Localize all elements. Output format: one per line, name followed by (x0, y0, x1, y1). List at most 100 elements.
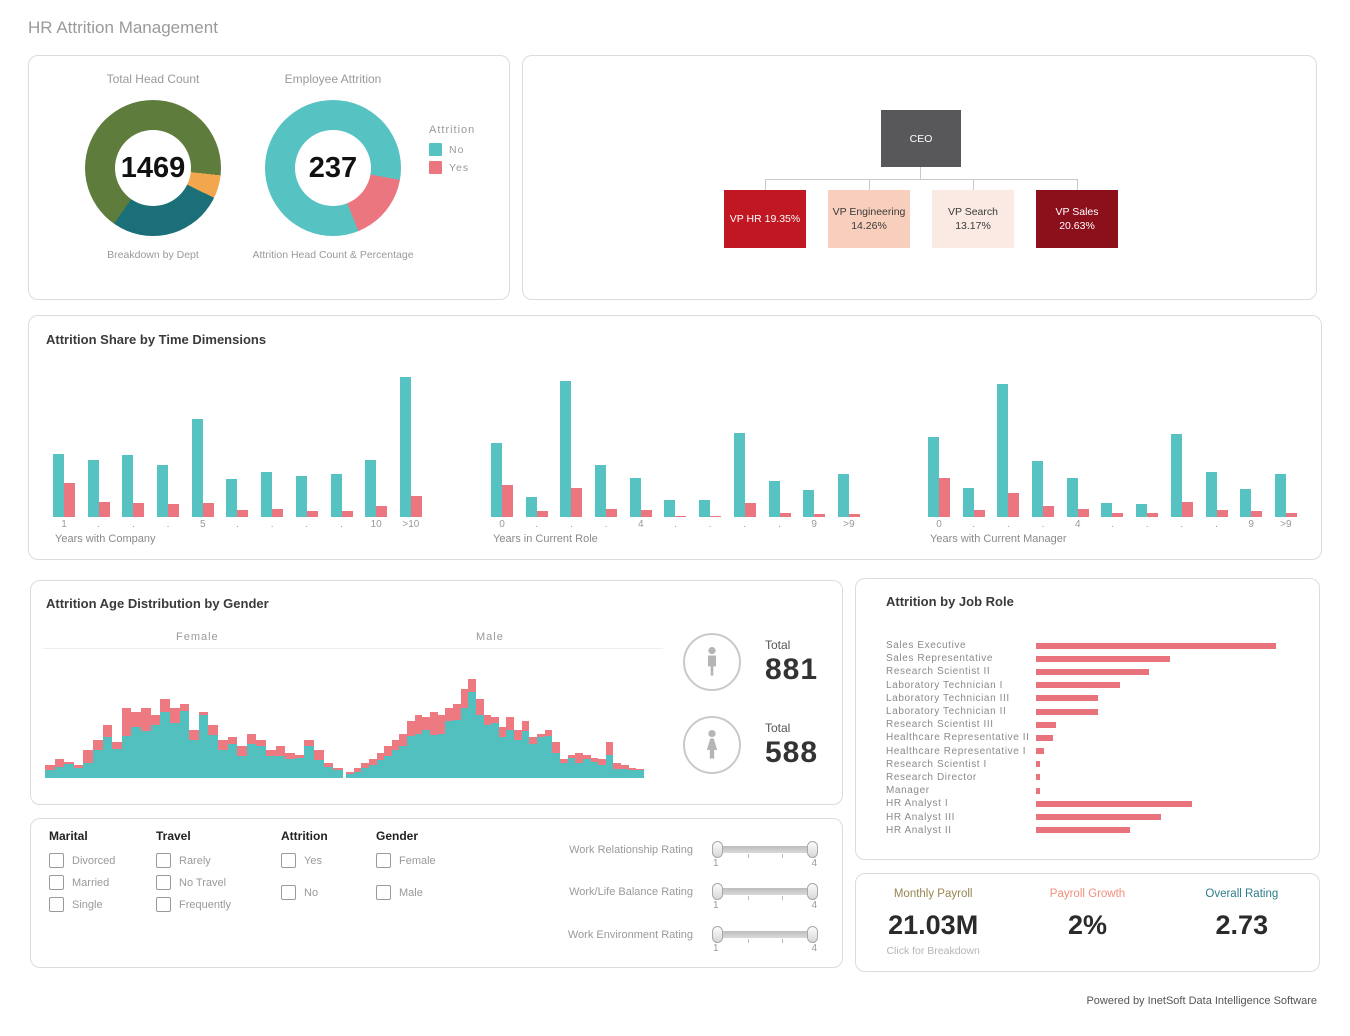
histogram-stay-segment[interactable] (552, 752, 560, 778)
histogram-bar[interactable] (376, 651, 385, 778)
histogram-attrition-segment[interactable] (227, 737, 238, 744)
histogram-attrition-segment[interactable] (54, 758, 65, 767)
bar-yes[interactable] (376, 505, 388, 517)
slider-track[interactable] (715, 888, 815, 895)
bar-pair[interactable] (1032, 461, 1055, 517)
bar-no[interactable] (1136, 504, 1148, 517)
histogram-stay-segment[interactable] (628, 770, 637, 778)
histogram-stay-segment[interactable] (460, 708, 469, 778)
female-age-histogram[interactable] (45, 651, 343, 778)
histogram-bar[interactable] (559, 651, 568, 778)
histogram-bar[interactable] (361, 651, 369, 778)
histogram-attrition-segment[interactable] (333, 767, 343, 771)
bar-no[interactable] (1205, 472, 1217, 517)
histogram-bar[interactable] (275, 651, 286, 778)
bar-pair[interactable] (491, 442, 513, 517)
histogram-attrition-segment[interactable] (422, 717, 431, 730)
histogram-bar[interactable] (384, 651, 392, 778)
bar-pair[interactable] (53, 454, 75, 517)
bar-no[interactable] (122, 455, 134, 517)
checkbox-male[interactable]: Male (376, 885, 436, 900)
histogram-attrition-segment[interactable] (407, 720, 415, 737)
histogram-attrition-segment[interactable] (575, 752, 583, 763)
histogram-attrition-segment[interactable] (628, 767, 637, 771)
bar-yes[interactable] (306, 511, 318, 517)
histogram-attrition-segment[interactable] (179, 704, 190, 711)
histogram-attrition-segment[interactable] (590, 757, 599, 762)
job-role-bar[interactable] (1036, 814, 1161, 821)
bar-yes[interactable] (1147, 512, 1159, 517)
histogram-attrition-segment[interactable] (266, 750, 276, 757)
histogram-bar[interactable] (256, 651, 267, 778)
histogram-bar[interactable] (452, 651, 461, 778)
histogram-stay-segment[interactable] (529, 743, 538, 778)
histogram-bar[interactable] (498, 651, 507, 778)
histogram-attrition-segment[interactable] (102, 724, 113, 738)
histogram-bar[interactable] (590, 651, 599, 778)
histogram-bar[interactable] (468, 651, 476, 778)
bar-pair[interactable] (87, 459, 110, 517)
male-age-histogram[interactable] (346, 651, 644, 778)
histogram-stay-segment[interactable] (266, 756, 276, 778)
histogram-stay-segment[interactable] (514, 739, 522, 778)
histogram-stay-segment[interactable] (237, 756, 247, 778)
histogram-attrition-segment[interactable] (613, 762, 622, 770)
bar-no[interactable] (560, 381, 572, 517)
histogram-attrition-segment[interactable] (45, 765, 55, 771)
bar-pair[interactable] (962, 487, 985, 517)
histogram-attrition-segment[interactable] (285, 752, 295, 759)
checkbox-box[interactable] (156, 853, 171, 868)
histogram-stay-segment[interactable] (475, 714, 484, 778)
checkbox-single[interactable]: Single (49, 897, 115, 912)
bar-no[interactable] (664, 500, 676, 517)
histogram-attrition-segment[interactable] (93, 739, 103, 751)
histogram-bar[interactable] (521, 651, 530, 778)
bar-pair[interactable] (1205, 472, 1228, 517)
attrition-donut-chart[interactable]: 237 (265, 100, 401, 236)
bar-no[interactable] (53, 454, 64, 517)
bar-no[interactable] (1101, 503, 1113, 517)
histogram-bar[interactable] (544, 651, 553, 778)
histogram-bar[interactable] (121, 651, 132, 778)
histogram-stay-segment[interactable] (275, 756, 286, 778)
histogram-stay-segment[interactable] (294, 757, 305, 778)
job-role-bar[interactable] (1036, 774, 1040, 781)
bar-yes[interactable] (1112, 512, 1124, 517)
bar-pair[interactable] (997, 384, 1020, 517)
checkbox-box[interactable] (281, 853, 296, 868)
histogram-bar[interactable] (285, 651, 295, 778)
job-role-bar[interactable] (1036, 642, 1276, 649)
histogram-attrition-segment[interactable] (346, 771, 354, 775)
histogram-stay-segment[interactable] (314, 760, 324, 778)
bar-yes[interactable] (536, 511, 548, 517)
histogram-attrition-segment[interactable] (483, 714, 492, 725)
histogram-bar[interactable] (460, 651, 469, 778)
histogram-attrition-segment[interactable] (452, 704, 461, 720)
histogram-attrition-segment[interactable] (552, 742, 560, 753)
checkbox-married[interactable]: Married (49, 875, 115, 890)
histogram-bar[interactable] (150, 651, 161, 778)
histogram-bar[interactable] (83, 651, 94, 778)
org-node-vp-sales[interactable]: VP Sales 20.63% (1036, 190, 1118, 248)
histogram-bar[interactable] (575, 651, 583, 778)
histogram-stay-segment[interactable] (141, 731, 151, 778)
histogram-stay-segment[interactable] (575, 762, 583, 778)
histogram-attrition-segment[interactable] (131, 711, 142, 728)
years-in-current-role-chart[interactable]: 0... 4.... 9 >9 Years in Current Role (487, 374, 864, 546)
histogram-attrition-segment[interactable] (529, 737, 538, 744)
bar-yes[interactable] (1251, 511, 1263, 517)
histogram-bar[interactable] (45, 651, 55, 778)
histogram-stay-segment[interactable] (189, 739, 199, 778)
histogram-attrition-segment[interactable] (598, 758, 606, 766)
histogram-stay-segment[interactable] (422, 729, 431, 778)
histogram-attrition-segment[interactable] (506, 717, 515, 730)
histogram-bar[interactable] (621, 651, 629, 778)
org-node-vp-hr[interactable]: VP HR 19.35% (724, 190, 806, 248)
job-role-bar[interactable] (1036, 682, 1120, 689)
histogram-stay-segment[interactable] (621, 769, 629, 778)
checkbox-box[interactable] (376, 853, 391, 868)
histogram-stay-segment[interactable] (605, 755, 614, 778)
histogram-stay-segment[interactable] (346, 774, 354, 778)
bar-yes[interactable] (973, 510, 985, 517)
histogram-stay-segment[interactable] (483, 724, 492, 778)
